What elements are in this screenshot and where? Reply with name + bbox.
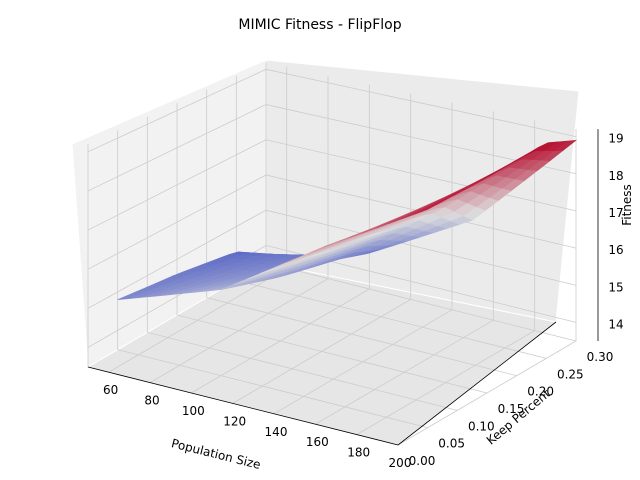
y-tick-label: 0.30 — [587, 350, 614, 364]
x-tick-label: 200 — [389, 456, 412, 470]
z-tick-label: 16 — [608, 243, 623, 257]
y-grid-line — [146, 116, 458, 411]
x-tick-label: 80 — [144, 394, 159, 408]
z-tick-label: 15 — [608, 280, 623, 294]
y-axis-line — [397, 321, 557, 446]
y-grid-line — [206, 89, 517, 377]
x-tick-label: 140 — [265, 425, 288, 439]
x-tick-label: 180 — [347, 446, 370, 460]
z-grid-line — [87, 174, 577, 270]
z-grid-line — [87, 209, 577, 309]
y-tick-label: 0.05 — [438, 437, 465, 451]
x-tick-label: 120 — [223, 414, 246, 428]
z-axis-label: Fitness — [620, 184, 634, 226]
y-tick-label: 0.20 — [527, 385, 554, 399]
z-tick-label: 17 — [608, 206, 623, 220]
z-grid-line — [87, 104, 577, 192]
z-tick-label: 14 — [608, 317, 623, 331]
x-axis-label: Population Size — [170, 436, 262, 472]
x-tick-label: 60 — [103, 383, 118, 397]
surface-patch — [414, 204, 438, 215]
x-tick-label: 100 — [182, 404, 205, 418]
z-grid-line — [87, 244, 577, 348]
x-axis-line — [87, 366, 399, 446]
x-tick-label: 160 — [306, 435, 329, 449]
y-tick-label: 0.25 — [557, 367, 584, 381]
y-tick-label: 0.10 — [468, 419, 495, 433]
z-grid-line — [87, 68, 577, 153]
axes-lines — [87, 129, 599, 446]
y-grid-line — [117, 130, 428, 429]
tick-labels: 60801001201401601802000.000.050.100.150.… — [103, 132, 624, 470]
y-axis-label: Keep Percent — [484, 386, 553, 447]
z-tick-label: 18 — [608, 169, 623, 183]
y-tick-label: 0.00 — [409, 454, 436, 468]
z-tick-label: 19 — [608, 132, 623, 146]
chart-title: MIMIC Fitness - FlipFlop — [238, 17, 401, 33]
y-grid-line — [176, 103, 488, 394]
surface-plot — [117, 139, 577, 300]
y-tick-label: 0.15 — [498, 402, 525, 416]
